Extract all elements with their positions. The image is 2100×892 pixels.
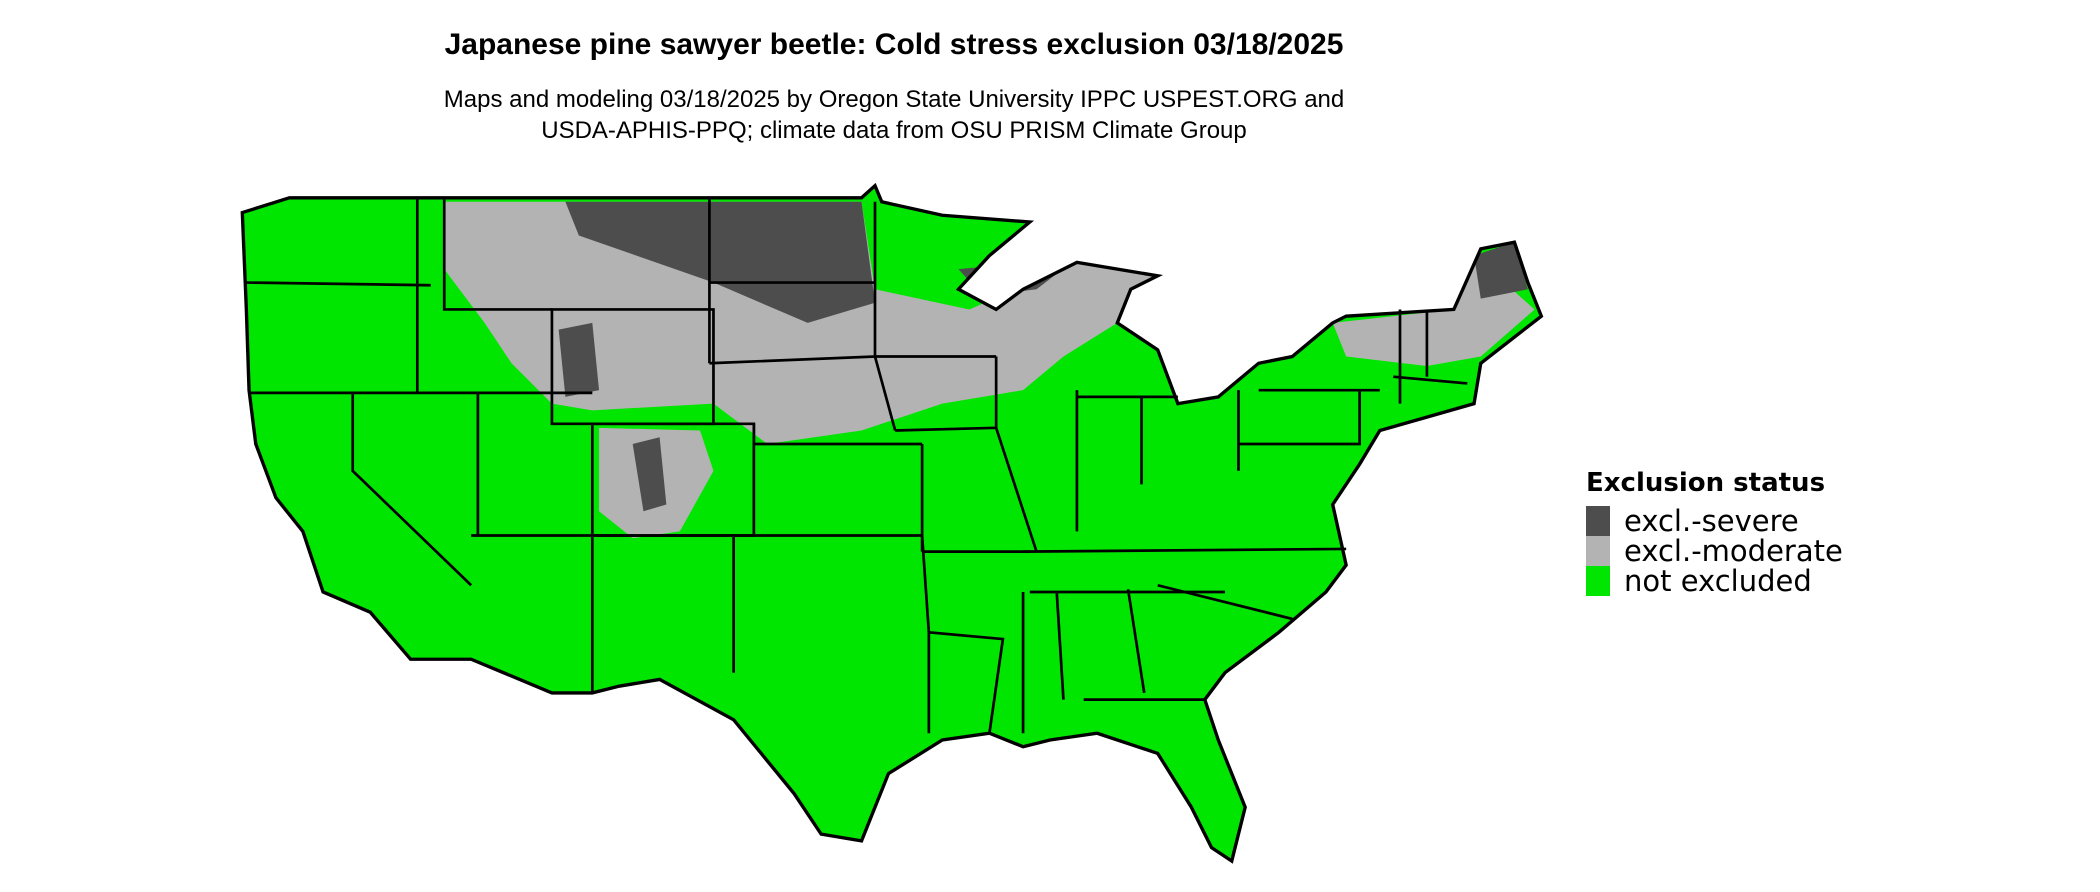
severe-exclusion-dakotas xyxy=(565,201,875,323)
us-outline xyxy=(240,182,1544,864)
legend-item-moderate: excl.-moderate xyxy=(1586,534,1843,568)
severe-exclusion-colorado xyxy=(632,437,667,512)
legend-item-severe: excl.-severe xyxy=(1586,504,1843,538)
legend: Exclusion status excl.-severe excl.-mode… xyxy=(1586,468,1843,598)
map-subtitle-line-2: USDA-APHIS-PPQ; climate data from OSU PR… xyxy=(541,117,1247,144)
severe-exclusion-maine xyxy=(1474,242,1528,299)
severe-exclusion-wyoming xyxy=(558,322,600,397)
legend-swatch-moderate xyxy=(1586,536,1610,566)
legend-item-not-excluded: not excluded xyxy=(1586,564,1843,598)
legend-swatch-not-excluded xyxy=(1586,566,1610,596)
legend-label: excl.-severe xyxy=(1624,504,1799,538)
legend-label: not excluded xyxy=(1624,564,1812,598)
moderate-exclusion-north xyxy=(444,201,1158,444)
state-borders xyxy=(246,197,1468,734)
legend-swatch-severe xyxy=(1586,506,1610,536)
legend-label: excl.-moderate xyxy=(1624,534,1843,568)
map-title: Japanese pine sawyer beetle: Cold stress… xyxy=(444,28,1344,61)
legend-title: Exclusion status xyxy=(1586,468,1826,498)
not-excluded-area xyxy=(242,185,1542,862)
map-subtitle-line-1: Maps and modeling 03/18/2025 by Oregon S… xyxy=(443,86,1345,113)
